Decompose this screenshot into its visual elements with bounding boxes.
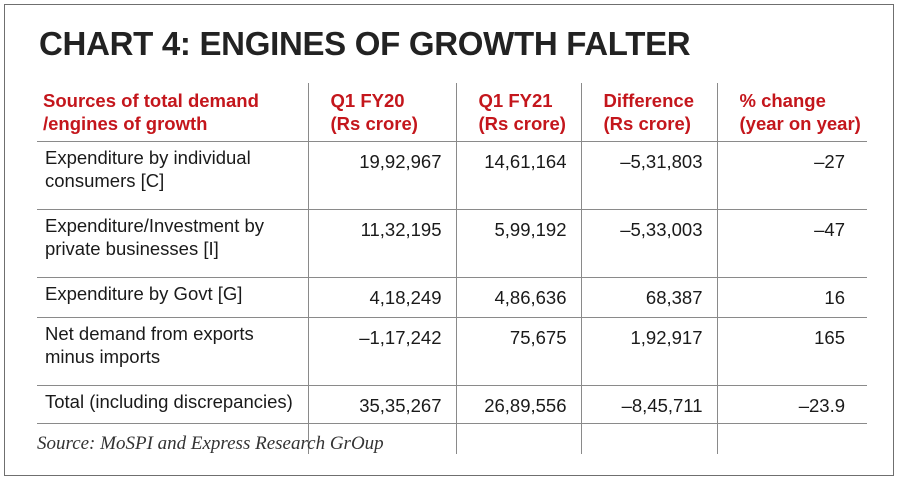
cell-difference: –5,31,803 xyxy=(580,141,717,210)
engines-of-growth-table: Sources of total demand /engines of grow… xyxy=(37,83,867,454)
row-label: Expenditure by individual consumers [C] xyxy=(37,141,308,210)
chart-card: CHART 4: ENGINES OF GROWTH FALTER Source… xyxy=(4,4,894,476)
chart-title: CHART 4: ENGINES OF GROWTH FALTER xyxy=(39,25,691,62)
source-note: Source: MoSPI and Express Research GrOup xyxy=(37,423,867,455)
table-row: Net demand from exports minus imports –1… xyxy=(37,317,867,386)
header-sources: Sources of total demand /engines of grow… xyxy=(43,90,259,134)
cell-difference: 68,387 xyxy=(580,277,717,318)
table-header-row: Sources of total demand /engines of grow… xyxy=(37,83,867,142)
cell-difference: –5,33,003 xyxy=(580,209,717,278)
cell-q1fy20: 11,32,195 xyxy=(307,209,456,278)
cell-pct-change: 165 xyxy=(716,317,867,386)
row-label: Expenditure by Govt [G] xyxy=(37,277,308,318)
table-row: Expenditure/Investment by private busine… xyxy=(37,209,867,278)
cell-pct-change: –27 xyxy=(716,141,867,210)
header-pct-change: % change (year on year) xyxy=(716,83,867,142)
row-label: Expenditure/Investment by private busine… xyxy=(37,209,308,278)
cell-difference: –8,45,711 xyxy=(580,385,717,454)
cell-q1fy21: 4,86,636 xyxy=(455,277,581,318)
table-row: Expenditure by Govt [G] 4,18,249 4,86,63… xyxy=(37,277,867,318)
cell-q1fy21: 26,89,556 xyxy=(455,385,581,454)
header-q1fy20: Q1 FY20 (Rs crore) xyxy=(307,83,456,142)
cell-q1fy20: 19,92,967 xyxy=(307,141,456,210)
cell-difference: 1,92,917 xyxy=(580,317,717,386)
row-label: Total (including discrepancies) xyxy=(37,385,308,454)
cell-q1fy21: 75,675 xyxy=(455,317,581,386)
header-difference: Difference (Rs crore) xyxy=(580,83,717,142)
cell-pct-change: –23.9 xyxy=(716,385,867,454)
cell-q1fy20: 4,18,249 xyxy=(307,277,456,318)
cell-q1fy20: 35,35,267 xyxy=(307,385,456,454)
cell-q1fy21: 14,61,164 xyxy=(455,141,581,210)
table-row: Expenditure by individual consumers [C] … xyxy=(37,141,867,210)
cell-q1fy21: 5,99,192 xyxy=(455,209,581,278)
row-label: Net demand from exports minus imports xyxy=(37,317,308,386)
cell-q1fy20: –1,17,242 xyxy=(307,317,456,386)
table-row: Total (including discrepancies) 35,35,26… xyxy=(37,385,867,454)
cell-pct-change: –47 xyxy=(716,209,867,278)
header-q1fy21: Q1 FY21 (Rs crore) xyxy=(455,83,581,142)
cell-pct-change: 16 xyxy=(716,277,867,318)
